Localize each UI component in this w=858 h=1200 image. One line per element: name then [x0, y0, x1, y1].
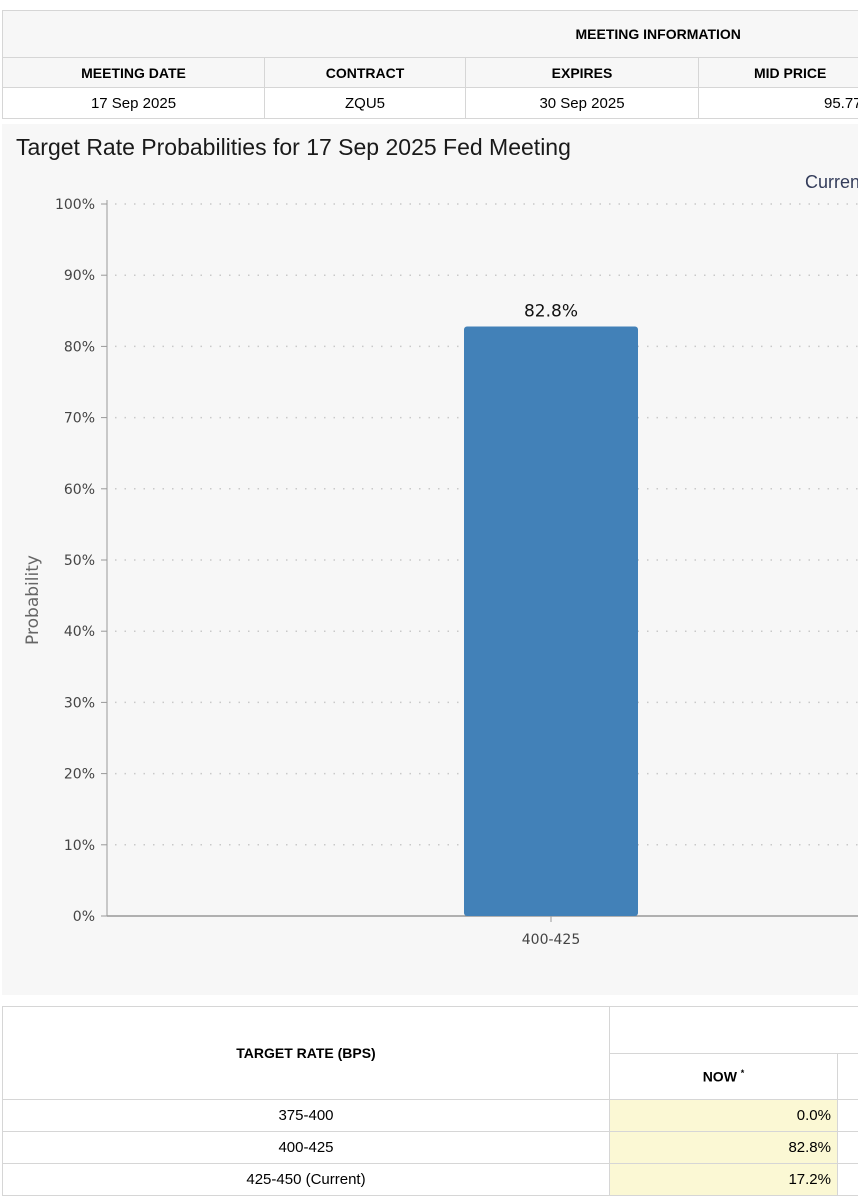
target-rate-cell: 425-450 (Current): [2, 1163, 610, 1196]
now-probability-cell: 0.0%: [609, 1099, 838, 1132]
now-header: NOW *: [609, 1053, 838, 1100]
y-tick-label: 50%: [64, 553, 95, 569]
probability-table-header-row: TARGET RATE (BPS): [2, 1006, 858, 1100]
probability-table-subheader-row: NOW *: [3, 1053, 858, 1100]
y-axis-label: Probability: [23, 555, 43, 645]
chart-panel: Target Rate Probabilities for 17 Sep 202…: [2, 124, 858, 995]
legend-item-current[interactable]: Curren: [805, 172, 858, 192]
meeting-date-value: 17 Sep 2025: [2, 87, 265, 119]
next-column-cell: [837, 1163, 858, 1196]
x-tick-label: 400-425: [522, 932, 581, 948]
y-tick-label: 30%: [64, 695, 95, 711]
now-header-marker: *: [740, 1068, 745, 1079]
meeting-info-data-row: 17 Sep 2025 ZQU5 30 Sep 2025 95.77: [2, 87, 858, 119]
y-tick-label: 20%: [64, 767, 95, 783]
chart-plot: 0% 10% 20% 30% 40% 50% 60% 70% 80% 90% 100% Probabi…: [23, 197, 858, 948]
y-tick-label: 60%: [64, 482, 95, 498]
labels: 0% 10% 20% 30% 40% 50% 60% 70% 80% 90% 100% Probabi…: [23, 197, 580, 948]
bars: [464, 326, 638, 916]
expires-value: 30 Sep 2025: [465, 87, 699, 119]
y-tick-label: 80%: [64, 339, 95, 355]
table-row: 425-450 (Current) 17.2%: [2, 1163, 858, 1196]
probability-table: TARGET RATE (BPS) NOW * 375-400 0.0% 400…: [2, 1006, 858, 1196]
meeting-info-title: MEETING INFORMATION: [465, 10, 858, 58]
target-rate-cell: 375-400: [2, 1099, 610, 1132]
y-tick-label: 90%: [64, 268, 95, 284]
table-row: 400-425 82.8%: [2, 1131, 858, 1164]
now-probability-cell: 17.2%: [609, 1163, 838, 1196]
now-header-label: NOW: [702, 1068, 737, 1085]
mid-price-header: MID PRICE: [698, 57, 858, 88]
meeting-info-header-row: MEETING DATE CONTRACT EXPIRES MID PRICE: [2, 57, 858, 88]
next-column-cell: [837, 1099, 858, 1132]
table-row: 375-400 0.0%: [2, 1099, 858, 1132]
target-rate-cell: 400-425: [2, 1131, 610, 1164]
chart-title: Target Rate Probabilities for 17 Sep 202…: [16, 134, 571, 160]
next-column-header: [837, 1053, 858, 1100]
probability-group-header: [609, 1006, 858, 1054]
bar-400-425: [464, 326, 638, 916]
next-column-cell: [837, 1131, 858, 1164]
meeting-info-title-row: MEETING INFORMATION: [2, 10, 858, 58]
now-probability-cell: 82.8%: [609, 1131, 838, 1164]
y-tick-label: 70%: [64, 411, 95, 427]
mid-price-value: 95.77: [698, 87, 858, 119]
data-label: 82.8%: [524, 301, 578, 321]
meeting-date-header: MEETING DATE: [2, 57, 265, 88]
meeting-info-title-spacer: [2, 10, 466, 58]
contract-value: ZQU5: [264, 87, 466, 119]
y-tick-label: 10%: [64, 838, 95, 854]
expires-header: EXPIRES: [465, 57, 699, 88]
y-tick-label: 100%: [55, 197, 95, 213]
y-tick-label: 0%: [73, 909, 95, 925]
y-tick-label: 40%: [64, 624, 95, 640]
target-rate-header: TARGET RATE (BPS): [2, 1006, 610, 1100]
contract-header: CONTRACT: [264, 57, 466, 88]
meeting-info-table: MEETING INFORMATION MEETING DATE CONTRAC…: [2, 10, 858, 119]
